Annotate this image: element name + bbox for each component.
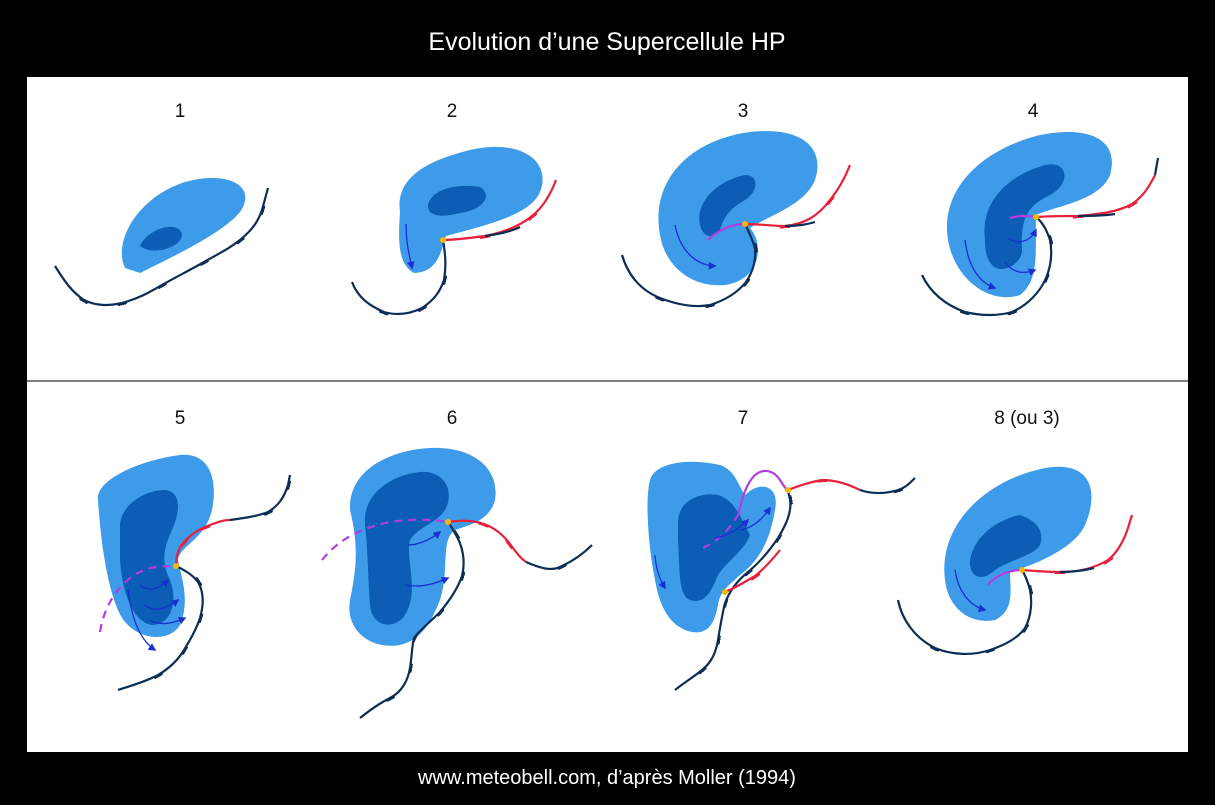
footer: www.meteobell.com, d’après Moller (1994): [417, 767, 796, 789]
panel-label: 5: [175, 408, 186, 429]
title: Evolution d’une Supercellule HP: [428, 28, 785, 56]
panel-label: 1: [175, 101, 186, 122]
storm-5: [97, 454, 290, 692]
storm-8: [896, 466, 1134, 655]
labels: 1 2 3 4 5 6 7 8 (ou 3): [175, 101, 1060, 429]
storm-7: [647, 461, 916, 691]
storm-1: [54, 177, 270, 305]
panel-label: 7: [738, 408, 749, 429]
storm-3: [620, 131, 852, 306]
storm-2: [350, 146, 558, 314]
storm-6: [321, 447, 593, 719]
panel-label: 8 (ou 3): [994, 408, 1059, 429]
panel-label: 3: [738, 101, 749, 122]
panel-label: 2: [447, 101, 458, 122]
storm-4: [921, 131, 1160, 317]
panel-label: 4: [1028, 101, 1039, 122]
panel-label: 6: [447, 408, 458, 429]
